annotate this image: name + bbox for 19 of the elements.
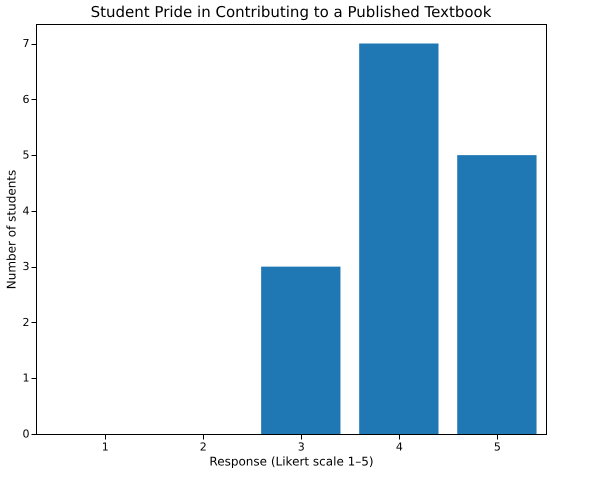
x-axis-title: Response (Likert scale 1–5) (209, 454, 374, 468)
bar (261, 266, 340, 434)
bar (359, 44, 439, 434)
y-tick-label: 6 (22, 92, 30, 106)
bar (457, 155, 537, 434)
y-axis-title: Number of students (4, 170, 18, 290)
y-tick-label: 3 (22, 260, 30, 274)
y-tick-label: 5 (22, 148, 30, 162)
y-tick-label: 2 (22, 316, 30, 329)
y-tick-label: 0 (22, 428, 30, 440)
x-tick-label: 2 (200, 440, 207, 454)
x-tick-label: 1 (102, 440, 109, 454)
y-tick-label: 4 (22, 204, 30, 218)
x-tick-label: 5 (494, 440, 501, 454)
y-tick-label: 1 (22, 372, 30, 385)
chart-title: Student Pride in Contributing to a Published Textbook (90, 3, 492, 21)
x-tick-label: 3 (298, 440, 305, 454)
x-tick-label: 4 (396, 440, 403, 454)
y-tick-label: 7 (22, 37, 30, 50)
